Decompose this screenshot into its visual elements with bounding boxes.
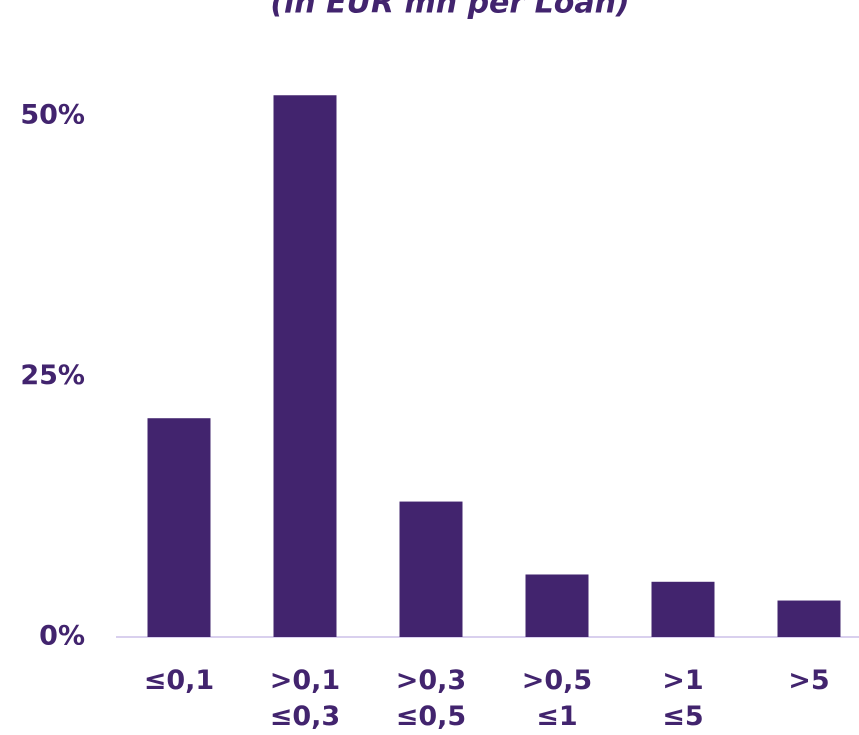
y-tick-label: 0% [39, 621, 85, 652]
bar [399, 501, 463, 637]
y-tick-label: 50% [20, 100, 85, 131]
x-tick-label: >0,5 ≤1 [521, 665, 593, 732]
x-tick-label: >0,1 ≤0,3 [269, 665, 341, 732]
x-tick-label: >1 ≤5 [662, 665, 704, 732]
x-tick-label: ≤0,1 [143, 665, 215, 696]
bar [777, 600, 841, 637]
bar [147, 418, 211, 637]
bar [651, 581, 715, 637]
bar [525, 574, 589, 637]
x-tick-label: >5 [788, 665, 830, 696]
chart-title: (in EUR mn per Loan) [270, 0, 629, 21]
y-tick-label: 25% [20, 360, 85, 391]
bar [273, 95, 337, 638]
x-tick-label: >0,3 ≤0,5 [395, 665, 467, 732]
